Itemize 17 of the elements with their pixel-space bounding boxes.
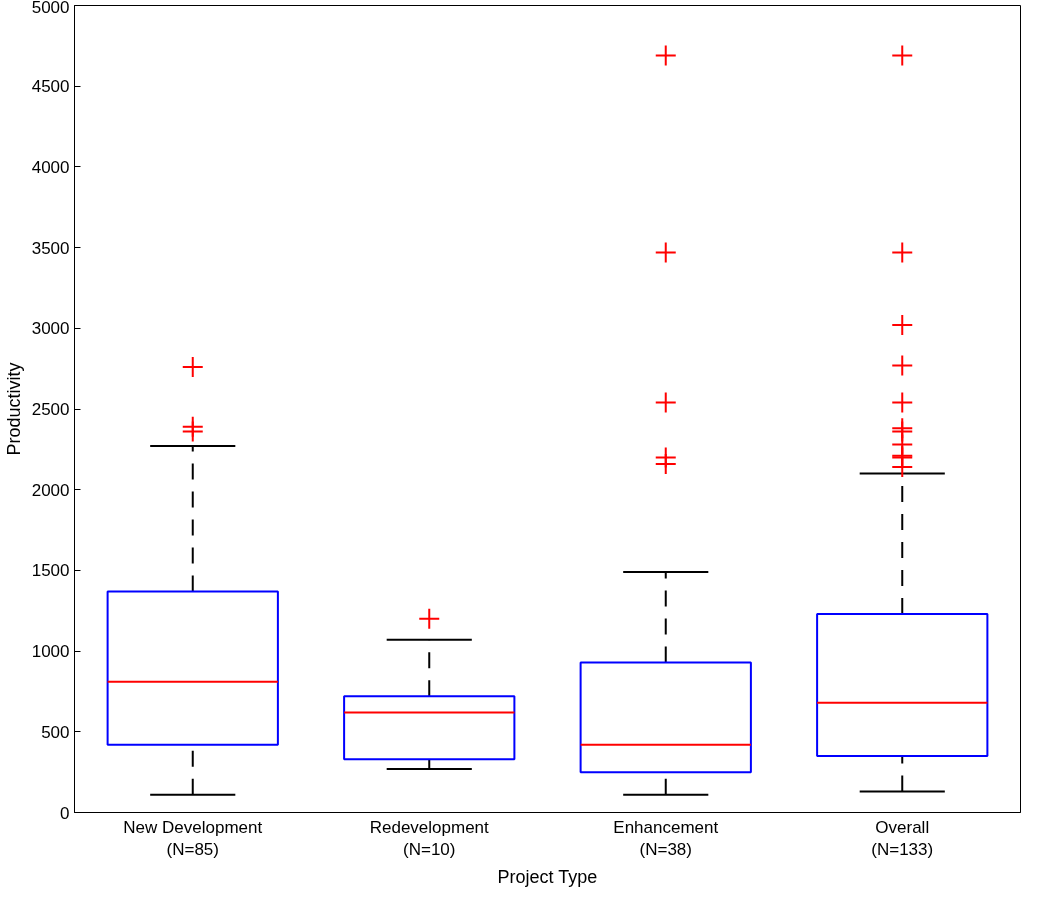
x-tick-label: New Development (N=85) (123, 817, 263, 860)
x-tick-label: Overall (N=133) (871, 817, 934, 860)
x-tick-label: Redevelopment (N=10) (369, 817, 490, 860)
y-tick-label: 4000 (31, 157, 70, 177)
x-axis-title: Project Type (497, 867, 598, 888)
y-tick-label: 500 (41, 722, 70, 742)
y-tick-label: 2000 (31, 480, 70, 500)
y-tick-label: 2500 (31, 400, 70, 419)
y-tick-label: 4500 (31, 77, 70, 97)
y-tick-label: 3000 (31, 319, 70, 339)
y-tick-label: 5000 (31, 0, 70, 17)
y-tick-label: 1500 (31, 561, 70, 581)
y-tick-label: 0 (60, 803, 70, 823)
y-tick-label: 1000 (31, 642, 70, 662)
y-tick-label: 3500 (31, 238, 70, 258)
x-tick-label: Enhancement (N=38) (613, 817, 719, 860)
y-axis-title: Productivity (3, 362, 24, 456)
